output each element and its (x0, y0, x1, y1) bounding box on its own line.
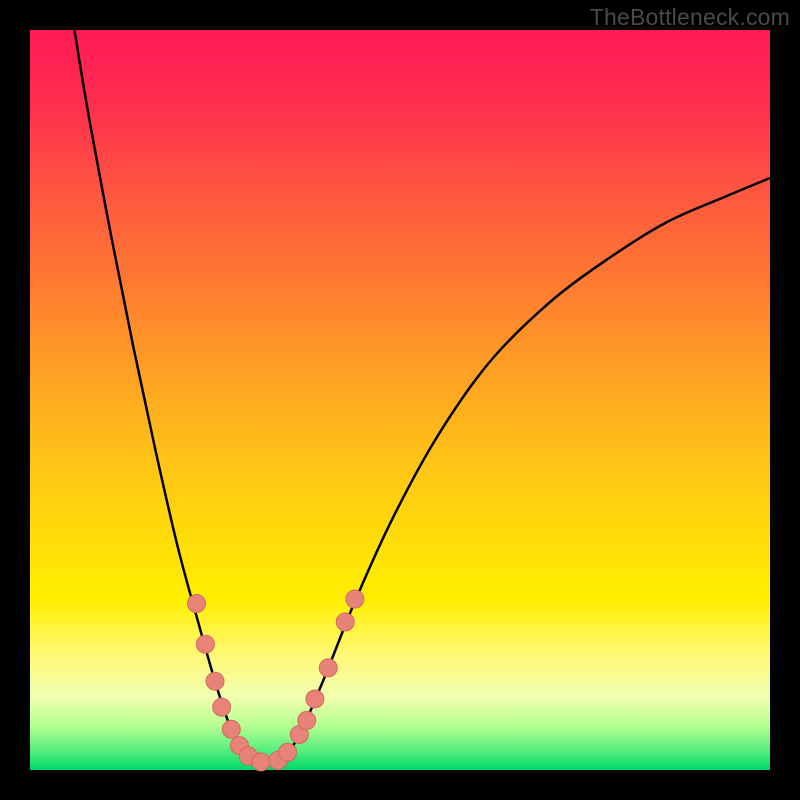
data-marker (206, 672, 224, 690)
data-marker (306, 690, 324, 708)
plot-background (30, 30, 770, 770)
data-marker (196, 635, 214, 653)
data-marker (222, 720, 240, 738)
bottleneck-chart (0, 0, 800, 800)
data-marker (213, 698, 231, 716)
data-marker (346, 590, 364, 608)
data-marker (279, 743, 297, 761)
data-marker (319, 659, 337, 677)
data-marker (336, 613, 354, 631)
watermark-text: TheBottleneck.com (590, 4, 790, 31)
chart-container: TheBottleneck.com (0, 0, 800, 800)
data-marker (188, 595, 206, 613)
data-marker (298, 711, 316, 729)
data-marker (252, 753, 270, 771)
